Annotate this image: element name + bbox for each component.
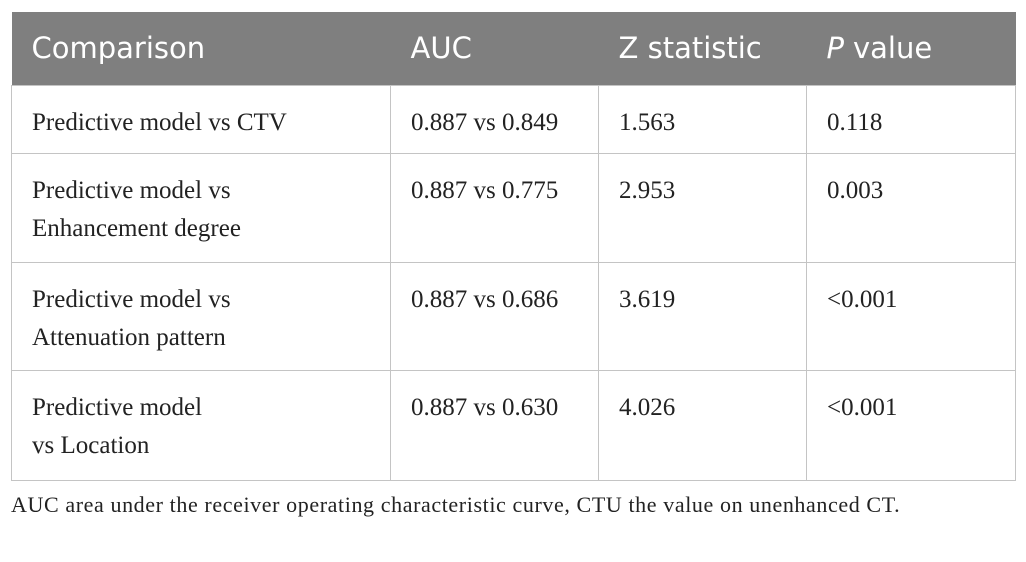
cell-line: Predictive model vs — [32, 176, 231, 204]
header-cell: Comparison — [11, 12, 391, 85]
cell: 0.118 — [806, 84, 1016, 154]
header-cell: AUC — [390, 12, 599, 85]
cell-line: Enhancement degree — [32, 214, 241, 242]
cell: 0.887 vs 0.775 — [390, 152, 599, 263]
cell-line: vs Location — [32, 431, 150, 459]
header-text: value — [853, 31, 933, 66]
cell-line: Predictive model — [32, 393, 203, 421]
cell-line: Predictive model vs CTV — [32, 108, 287, 136]
cell-line: Predictive model vs — [32, 285, 231, 313]
cell: Predictive model vs Attenuation pattern — [11, 261, 391, 371]
cell: Predictive model vs Location — [11, 369, 391, 481]
header-italic: P — [826, 31, 845, 66]
cell-line: Attenuation pattern — [32, 323, 226, 351]
cell: <0.001 — [806, 369, 1016, 481]
cell: Predictive model vs CTV — [11, 84, 391, 154]
table-body: Predictive model vs CTV 0.887 vs 0.849 1.5… — [11, 84, 1016, 481]
table-row: Predictive model vs Enhancement degree 0.8… — [11, 152, 1016, 263]
cell: 0.003 — [806, 152, 1016, 263]
cell: 0.887 vs 0.849 — [390, 84, 599, 154]
cell: 0.887 vs 0.630 — [390, 369, 599, 481]
table-row: Predictive model vs Location 0.887 vs 0.63… — [11, 369, 1016, 481]
cell: <0.001 — [806, 261, 1016, 371]
table-row: Predictive model vs Attenuation pattern 0.… — [11, 261, 1016, 371]
cell: 1.563 — [598, 84, 807, 154]
cell: 0.887 vs 0.686 — [390, 261, 599, 371]
footnote: AUC area under the receiver operating ch… — [11, 492, 901, 517]
header-cell: Z statistic — [598, 12, 807, 85]
cell: 2.953 — [598, 152, 807, 263]
cell: Predictive model vs Enhancement degree — [11, 152, 391, 263]
cell: 4.026 — [598, 369, 807, 481]
table-row: Predictive model vs CTV 0.887 vs 0.849 1.5… — [11, 84, 1016, 154]
cell: 3.619 — [598, 261, 807, 371]
